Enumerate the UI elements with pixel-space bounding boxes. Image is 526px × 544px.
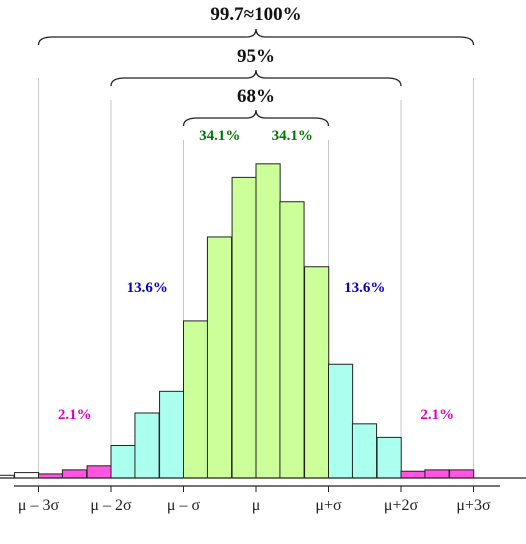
region-percentage-label: 2.1%	[420, 407, 454, 423]
histogram-bar	[38, 473, 64, 479]
histogram-bars	[0, 163, 475, 479]
histogram-bar	[61, 469, 88, 479]
region-percentage-label: 13.6%	[344, 280, 385, 296]
region-percentage-label: 13.6%	[127, 280, 168, 296]
x-tick-label: μ – 3σ	[18, 497, 60, 514]
x-tick-label: μ – 2σ	[90, 497, 132, 514]
brace-label: 95%	[237, 46, 275, 67]
histogram-bar	[376, 436, 402, 479]
histogram-bar	[304, 266, 330, 479]
range-braces: 99.7≈100% 95% 68%	[37, 4, 475, 127]
histogram-bar	[183, 320, 209, 479]
histogram-bar	[279, 201, 305, 479]
histogram-bar	[328, 363, 354, 479]
histogram-bar	[255, 163, 281, 479]
range-brace	[182, 109, 330, 127]
histogram-bar	[231, 176, 257, 479]
brace-label: 68%	[237, 86, 275, 107]
x-tick-label: μ+2σ	[384, 497, 419, 514]
histogram-bar	[134, 412, 160, 479]
x-axis: μ – 3σ μ – 2σ μ – σ μ μ+σ μ+2σ μ+3σ	[0, 477, 526, 514]
x-tick-label: μ	[252, 497, 261, 514]
region-percentage-label: 2.1%	[58, 407, 92, 423]
percentage-labels: 2.1% 13.6% 34.1% 34.1% 13.6% 2.1%	[58, 128, 454, 423]
x-tick-label: μ – σ	[167, 497, 201, 514]
range-brace	[37, 28, 475, 46]
histogram-bar	[449, 469, 475, 479]
region-percentage-label: 34.1%	[272, 128, 313, 144]
range-brace	[110, 69, 402, 87]
histogram-bar	[400, 470, 426, 479]
histogram-bar	[86, 465, 112, 479]
x-tick-label: μ+σ	[315, 497, 342, 514]
histogram-bar	[206, 236, 233, 479]
histogram-bar	[14, 472, 40, 479]
histogram-bar	[424, 469, 450, 479]
sigma-guide-lines	[38, 78, 474, 478]
histogram-bar	[159, 390, 185, 479]
histogram-bar	[110, 445, 136, 479]
brace-label: 99.7≈100%	[210, 4, 301, 25]
region-percentage-label: 34.1%	[199, 128, 240, 144]
histogram-bar	[351, 423, 378, 479]
x-tick-label: μ+3σ	[456, 497, 491, 514]
